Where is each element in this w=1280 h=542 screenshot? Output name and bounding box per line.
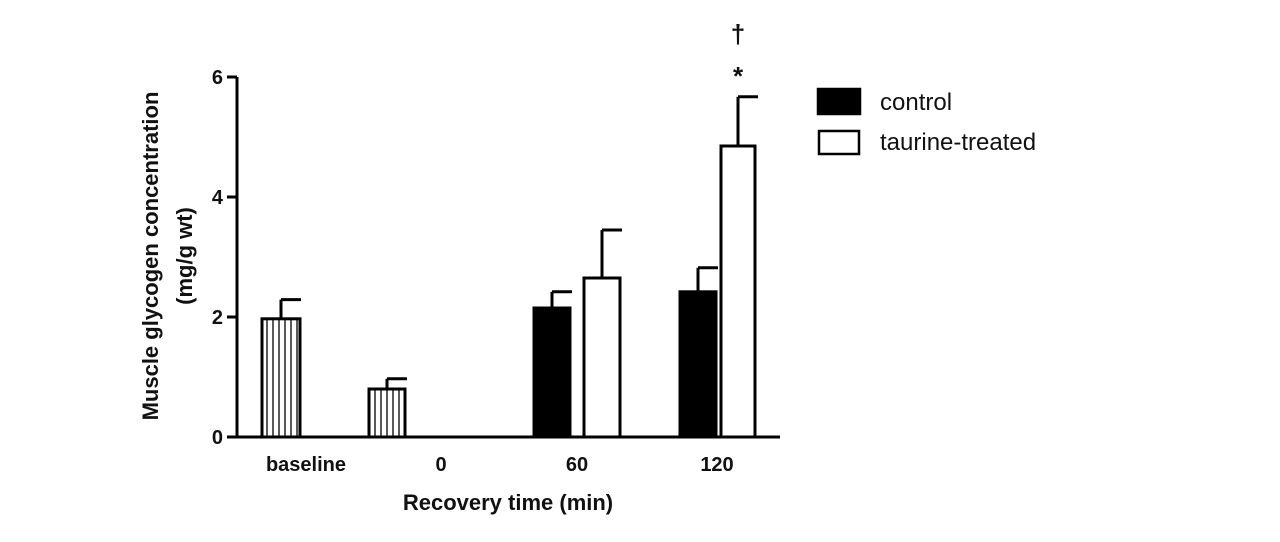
y-axis-title-line2: (mg/g wt) [172, 207, 197, 305]
y-axis-title: Muscle glycogen concentration (mg/g wt) [138, 92, 197, 421]
x-tick-label: 60 [566, 454, 588, 476]
bar-baseline-group-0 [367, 387, 407, 439]
y-tick-label: 2 [212, 307, 223, 329]
x-tick-label: baseline [266, 454, 346, 476]
legend-swatch-taurine-treated [817, 129, 861, 156]
legend-label-control: control [880, 89, 952, 116]
x-tick-label: 0 [435, 454, 446, 476]
y-tick-label: 6 [212, 67, 223, 89]
bar-baseline-group-baseline [260, 317, 302, 439]
significance-dagger: † [731, 19, 745, 49]
legend: control taurine-treated [816, 87, 1036, 156]
bar-control-120 [678, 290, 718, 439]
bar-control-60 [532, 306, 572, 439]
bar-taurine-treated-120 [719, 144, 757, 439]
y-axis-title-line1: Muscle glycogen concentration [138, 92, 163, 421]
legend-label-taurine-treated: taurine-treated [880, 129, 1036, 156]
y-tick-label: 0 [212, 427, 223, 449]
legend-swatch-control [816, 87, 862, 116]
significance-asterisk: * [733, 61, 744, 91]
x-tick-label: 120 [700, 454, 733, 476]
x-axis-title: Recovery time (min) [403, 490, 613, 515]
y-tick-label: 4 [212, 187, 224, 209]
bar-taurine-treated-60 [582, 276, 622, 439]
